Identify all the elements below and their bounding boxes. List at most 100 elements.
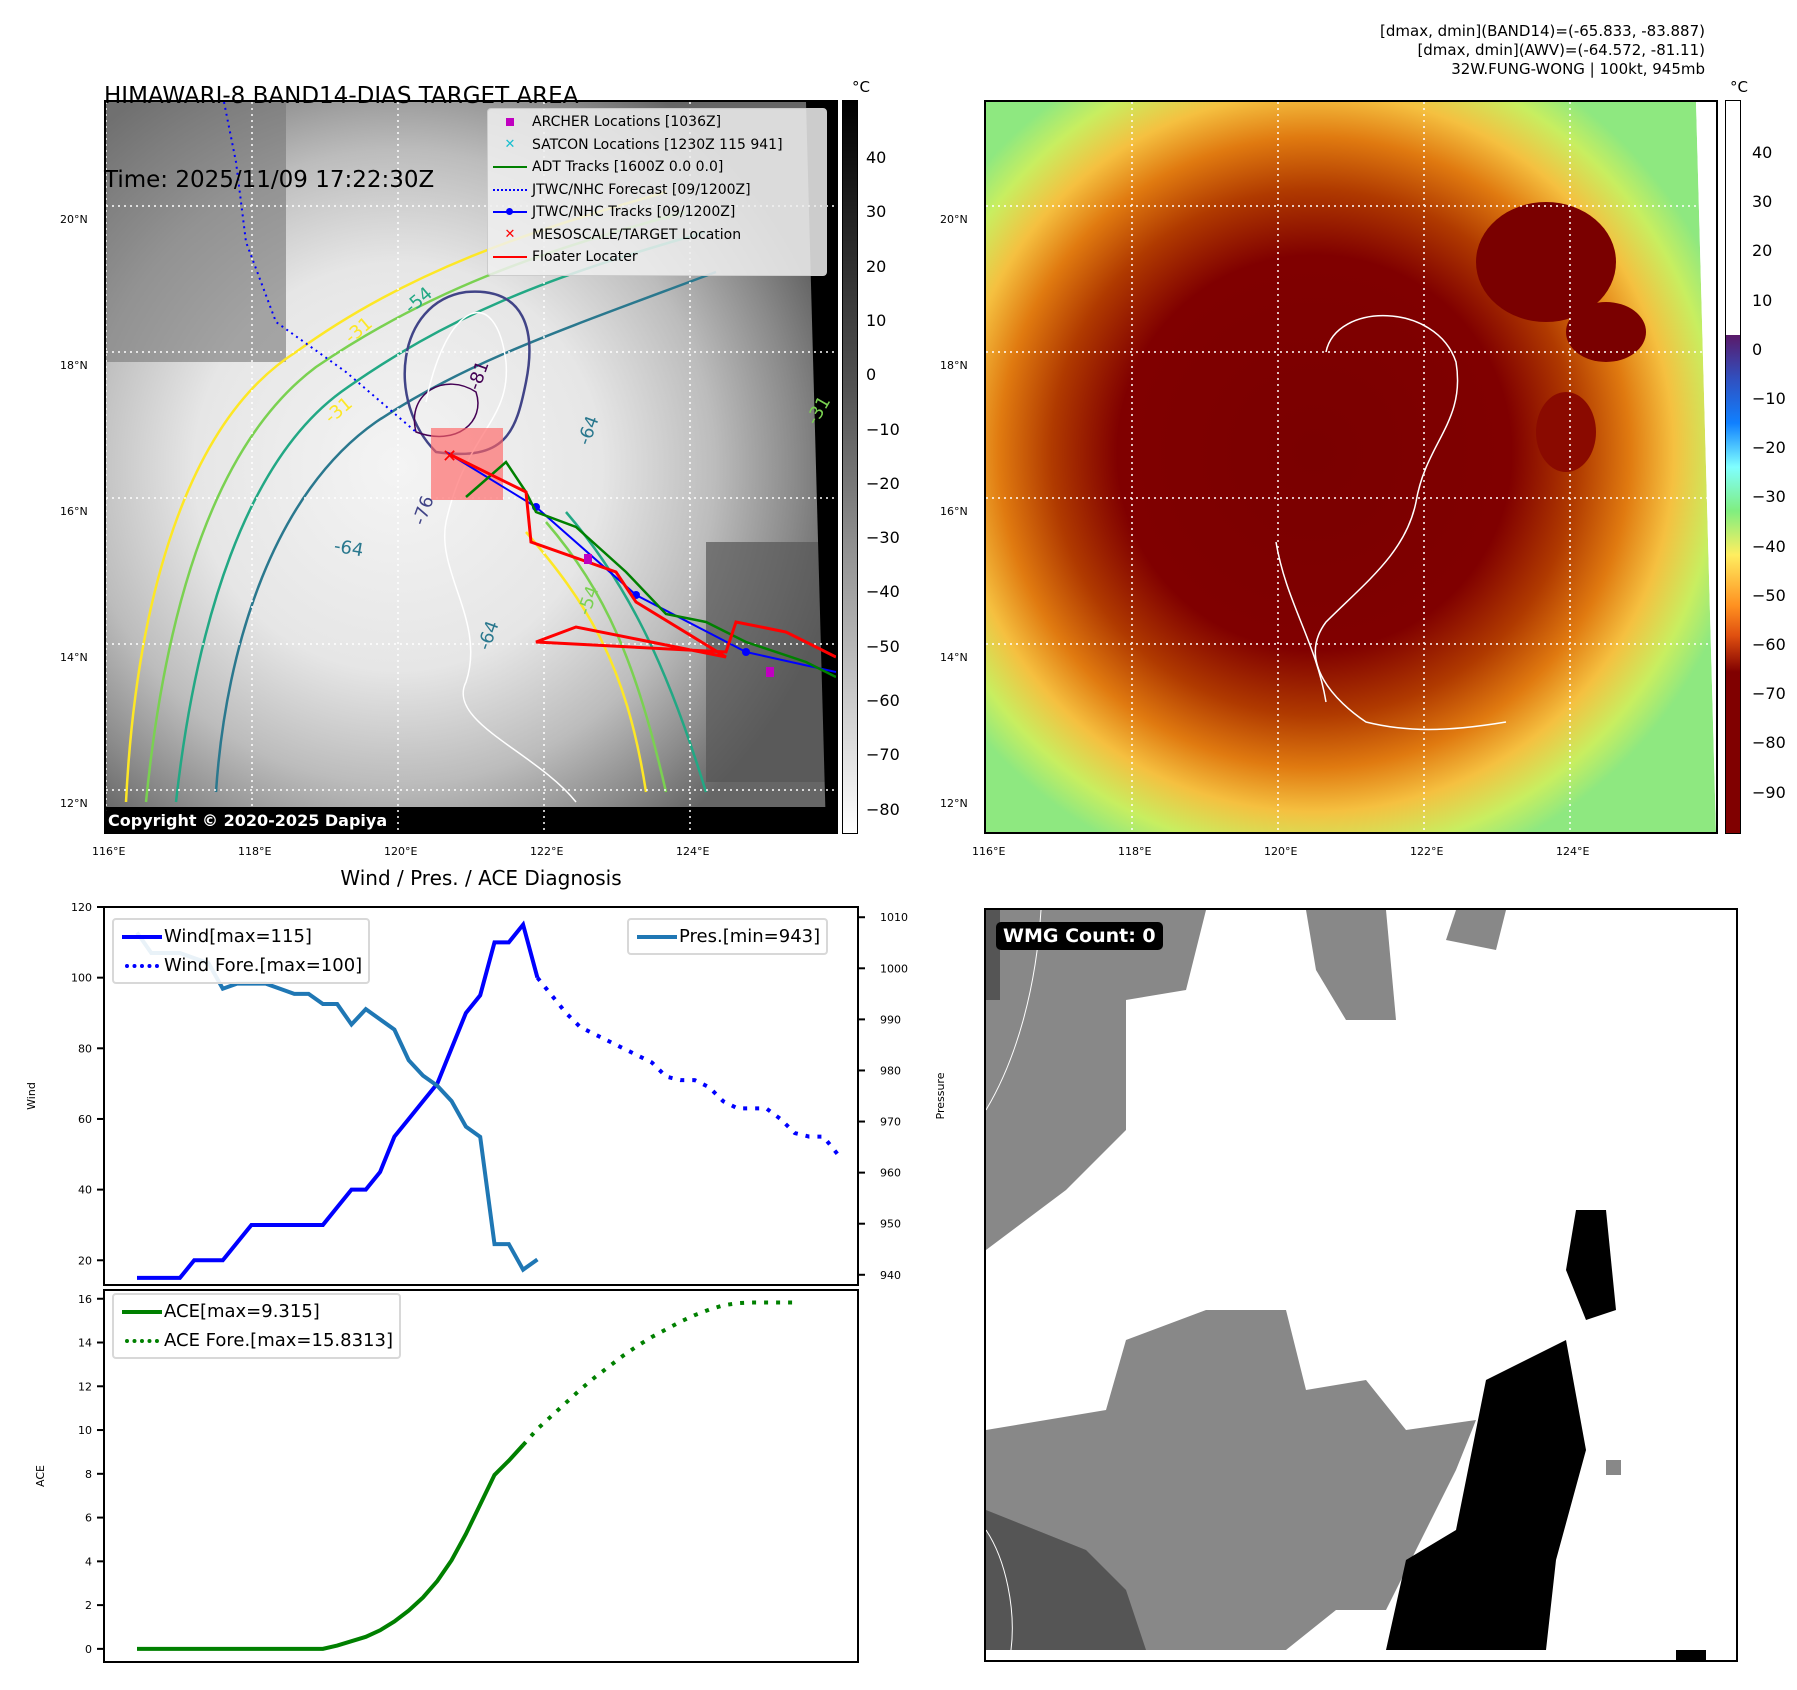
colorbar-tick-label: −60 <box>866 691 900 710</box>
colorbar-tick-label: −10 <box>1752 389 1786 408</box>
colorbar-tick-label: −10 <box>866 419 900 439</box>
mesoscale-target-marker: ✕ <box>442 446 457 467</box>
ace-plot-frame <box>103 1289 859 1663</box>
colorbar-tick-label: −50 <box>1752 585 1786 605</box>
solid-line-icon <box>493 256 527 259</box>
series-wind <box>137 920 540 1280</box>
stats-line3: 32W.FUNG-WONG | 100kt, 945mb <box>1451 60 1705 78</box>
y2-tick-label: 1010 <box>880 911 908 924</box>
colorbar-tick-label: 20 <box>866 256 887 276</box>
colorbar-tick-label: −50 <box>866 636 900 656</box>
colorbar-tick-label: −20 <box>1752 438 1786 458</box>
colorbar-tick-label: −60 <box>1752 635 1786 654</box>
colorbar-tick-label: 30 <box>866 202 887 222</box>
wind-plot-frame <box>103 906 859 1286</box>
colorbar-tick-label: 10 <box>866 310 887 330</box>
colorbar-tick-label: 0 <box>866 365 877 385</box>
legend-item-floater: Floater Locater <box>488 246 826 269</box>
x-marker-icon: ✕ <box>504 137 516 153</box>
y-tick-label: 0 <box>85 1643 92 1656</box>
y2-tick-label: 950 <box>880 1218 901 1231</box>
colorbar-unit-right: °C <box>1730 78 1748 96</box>
dotted-line-icon <box>493 188 527 191</box>
y2-tick-label: 980 <box>880 1064 901 1077</box>
y2-tick-label: 1000 <box>880 962 908 975</box>
wind-legend: Wind[max=115] Wind Fore.[max=100] <box>112 918 371 984</box>
ace-chart: 0 2 4 6 8 10 12 14 16 ACE <box>34 1289 859 1663</box>
y2-axis-label: Pressure <box>934 1072 947 1119</box>
figure-title-line2: Time: 2025/11/09 17:22:30Z <box>104 167 435 193</box>
y2-tick-label: 940 <box>880 1269 901 1282</box>
colorbar-unit-left: °C <box>852 78 870 96</box>
colorbar-tick-label: −40 <box>866 582 900 602</box>
square-marker-icon <box>506 118 514 127</box>
y-tick-label: 10 <box>78 1424 92 1437</box>
floater-locater-track <box>450 453 836 659</box>
x-marker-icon: ✕ <box>504 227 516 243</box>
awv-map-panel <box>984 100 1718 834</box>
awv-colorbar <box>1725 100 1741 834</box>
colorbar-tick-label: 40 <box>866 148 887 167</box>
series-ace-fore <box>521 1300 795 1447</box>
y-tick-label: 20 <box>78 1254 92 1267</box>
y-tick-label: 2 <box>85 1599 92 1612</box>
colorbar-tick-label: 30 <box>1752 192 1773 212</box>
y-tick-label: 14 <box>78 1337 92 1350</box>
stats-line2: [dmax, dmin](AWV)=(-64.572, -81.11) <box>1417 41 1705 59</box>
colorbar-tick-label: −70 <box>866 745 900 765</box>
y-tick-label: 16 <box>78 1293 92 1306</box>
copyright-badge: Copyright © 2020-2025 Dapiya <box>104 810 392 831</box>
ace-legend: ACE[max=9.315] ACE Fore.[max=15.8313] <box>112 1293 401 1359</box>
y-axis-label: ACE <box>34 1465 47 1487</box>
y-tick-label: 8 <box>85 1468 92 1481</box>
colorbar-tick-label: −40 <box>1752 536 1786 556</box>
colorbar-tick-label: −90 <box>1752 782 1786 802</box>
grayscale-colorbar <box>842 100 858 834</box>
legend-item-jtwc-tracks: JTWC/NHC Tracks [09/1200Z] <box>488 201 826 224</box>
figure-title-line1: HIMAWARI-8 BAND14-DIAS TARGET AREA <box>104 83 579 109</box>
colorbar-tick-label: −80 <box>1752 733 1786 753</box>
colorbar-tick-label: 0 <box>1752 339 1763 359</box>
series-ace <box>137 1443 525 1651</box>
legend-item-jtwc-forecast: JTWC/NHC Forecast [09/1200Z] <box>488 179 826 202</box>
y-tick-label: 6 <box>85 1512 92 1525</box>
dotted-line-icon <box>125 1338 159 1343</box>
dotted-line-icon <box>125 963 159 968</box>
stats-block: [dmax, dmin](BAND14)=(-65.833, -83.887) … <box>1220 22 1705 79</box>
y-tick-label: 80 <box>78 1042 92 1055</box>
colorbar-tick-label: −30 <box>866 528 900 548</box>
legend-item-archer: ARCHER Locations [1036Z] <box>488 111 826 134</box>
awv-map-image <box>986 102 1716 832</box>
y2-tick-label: 990 <box>880 1013 901 1026</box>
y2-tick-label: 970 <box>880 1116 901 1129</box>
y-tick-label: 40 <box>78 1184 92 1197</box>
wmg-count-badge: WMG Count: 0 <box>996 922 1163 950</box>
y2-tick-label: 960 <box>880 1167 901 1180</box>
y-tick-label: 12 <box>78 1380 92 1393</box>
series-wind-fore <box>535 976 840 1156</box>
legend-item-mesoscale: ✕ MESOSCALE/TARGET Location <box>504 226 742 243</box>
colorbar-tick-label: 20 <box>1752 241 1773 261</box>
pressure-legend: Pres.[min=943] <box>627 918 829 955</box>
colorbar-tick-label: −30 <box>1752 487 1786 507</box>
colorbar-tick-label: −80 <box>866 799 900 819</box>
solid-line-icon <box>122 934 162 939</box>
y-tick-label: 100 <box>71 972 92 985</box>
diagnosis-title: Wind / Pres. / ACE Diagnosis <box>340 866 622 890</box>
solid-line-icon <box>637 934 677 939</box>
wmg-raster <box>986 910 1706 1660</box>
stats-line1: [dmax, dmin](BAND14)=(-65.833, -83.887) <box>1380 22 1705 40</box>
colorbar-tick-label: 10 <box>1752 290 1773 310</box>
wind-pressure-chart: 20 40 60 80 100 120 940 950 960 970 980 990 1000 1010… <box>25 901 947 1286</box>
y-tick-label: 60 <box>78 1113 92 1126</box>
y-tick-label: 4 <box>85 1555 92 1568</box>
adt-track <box>465 460 836 679</box>
y-axis-label: Wind <box>25 1082 38 1110</box>
wmg-panel <box>984 908 1738 1662</box>
colorbar-tick-label: 40 <box>1752 143 1773 162</box>
colorbar-tick-label: −20 <box>866 473 900 493</box>
legend-item-satcon: ✕ SATCON Locations [1230Z 115 941] <box>504 136 783 153</box>
solid-line-icon <box>122 1309 162 1314</box>
line-dot-icon <box>493 208 527 216</box>
legend-item-adt: ADT Tracks [1600Z 0.0 0.0] <box>488 156 826 179</box>
